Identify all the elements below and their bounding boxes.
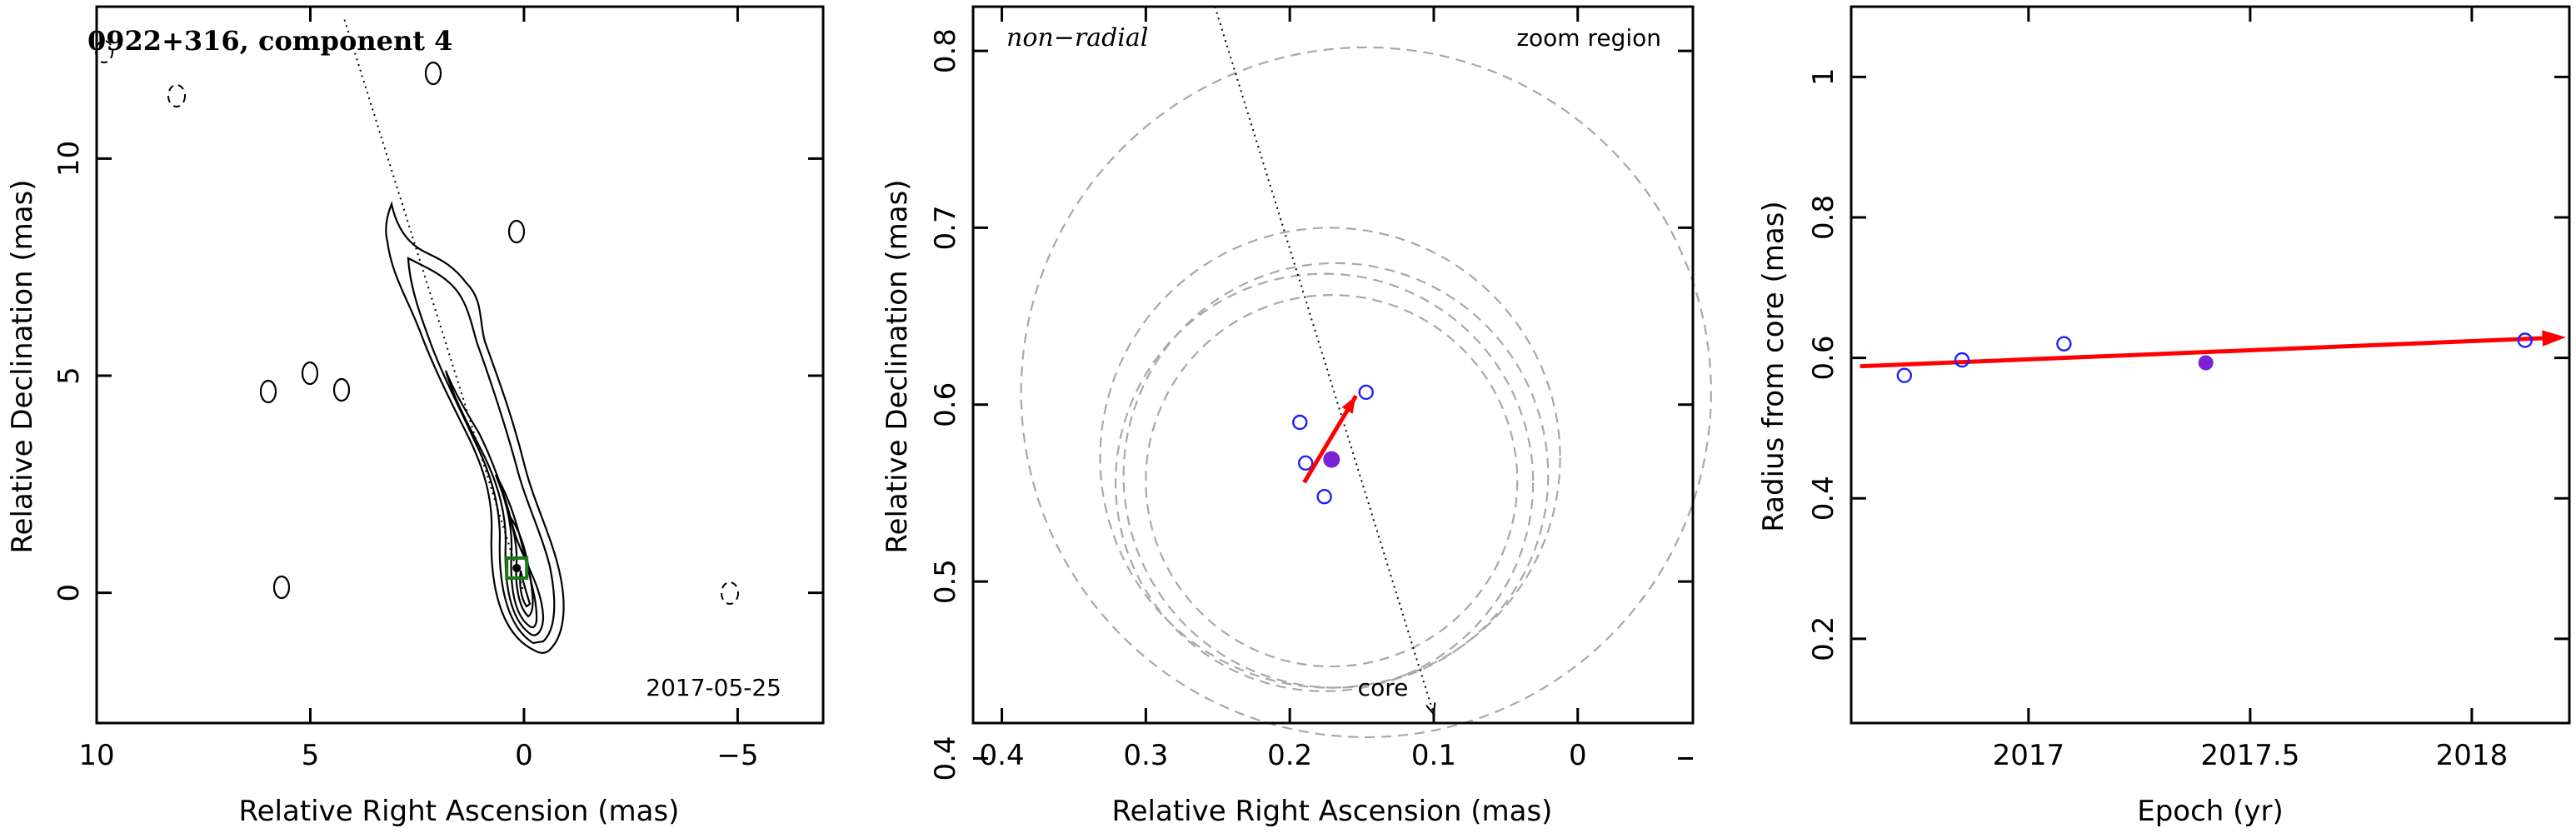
mean-radius-point [2198,355,2214,371]
epoch-position-point [1316,488,1332,505]
y-tick-label: 0.2 [1807,616,1840,661]
x-tick-label: 2018 [2436,739,2509,772]
isolated-contour [272,575,291,600]
negative-contour [167,84,186,107]
component-marker-box [505,556,529,580]
panel2-ylabel: Relative Declination (mas) [881,179,914,553]
panel1-ylabel: Relative Declination (mas) [6,179,39,553]
y-tick-label: 0.8 [1807,195,1840,240]
radius-point [2056,336,2072,352]
axis-frame [95,5,825,725]
epoch-position-point [1292,414,1308,431]
panel1-xlabel: Relative Right Ascension (mas) [239,795,680,828]
y-tick-label: 10 [52,141,86,177]
epoch-annotation: 2017-05-25 [646,674,781,701]
zoom-region-annotation: zoom region [1516,24,1661,52]
isolated-contour [259,379,277,404]
panel2-xlabel: Relative Right Ascension (mas) [1112,795,1553,828]
negative-contour [95,40,113,63]
isolated-contour [424,61,442,86]
error-circle [1099,227,1561,689]
radius-point [1954,352,1970,368]
x-tick-label: 0.1 [1411,739,1456,772]
x-tick-label: 0.4 [980,739,1025,772]
x-tick-label: 0 [1569,739,1587,772]
x-tick-label: −5 [716,739,758,772]
panel2-title: non−radial [1006,23,1148,52]
panel3-ylabel: Radius from core (mas) [1757,201,1790,531]
error-circle [1145,294,1519,668]
contour-level-2 [407,257,556,645]
x-tick-label: 2017.5 [2200,739,2299,772]
epoch-position-point [1297,455,1314,471]
negative-contour [721,581,739,605]
contour-level-5 [508,516,534,618]
epoch-position-point [1358,384,1374,401]
y-tick-label: 5 [52,367,86,385]
error-circle [1020,46,1712,739]
x-tick-label: 0 [515,739,533,772]
jet-axis-to-core [1214,6,1435,715]
core-label: core [1358,674,1409,701]
contour-lines [95,19,739,654]
y-tick-label: 0 [52,584,86,602]
x-tick-label: 2017 [1993,739,2065,772]
error-circle [1122,262,1550,689]
panel1-axes: 10 5 0 −5 0 5 10 [52,5,825,772]
x-tick-label: 10 [78,739,114,772]
motion-vector-arrowhead [1341,396,1356,414]
mean-position-point [1323,451,1340,468]
x-tick-label: 5 [302,739,320,772]
contour-level-3 [444,370,545,636]
radius-epoch-panel: 2017 2017.5 2018 0.2 0.4 0.6 0.8 1 Epoch (yr) R… [1757,5,2571,828]
contour-level-4 [494,474,538,629]
x-tick-label: 0.2 [1267,739,1312,772]
panel3-axes: 2017 2017.5 2018 0.2 0.4 0.6 0.8 1 [1807,5,2571,772]
y-tick-label: 0.8 [929,28,962,73]
y-tick-label: 0.7 [929,205,962,250]
y-tick-label: 0.5 [929,559,962,604]
axis-frame [971,5,1695,725]
y-tick-label: 0.4 [929,736,962,781]
jet-axis-line [343,19,525,593]
zoom-plot-area [1020,6,1712,739]
panel3-xlabel: Epoch (yr) [2137,795,2284,828]
contour-map-panel: 10 5 0 −5 0 5 10 0922+316, component 4 2017-05… [6,5,825,828]
radius-plot-area [1860,330,2566,383]
zoom-region-panel: 0.4 0.3 0.2 0.1 00.40.50.60.70.8 non−radial … [881,5,1712,828]
contour-level-6 [519,570,532,608]
radial-fit-line [1860,336,2545,369]
panel2-axes: 0.4 0.3 0.2 0.1 0 0.4 0.5 0.6 0.7 0.8 [929,5,1695,781]
y-tick-label: 0.4 [1807,476,1840,521]
radius-point [1896,367,1913,383]
error-circle [1114,272,1535,692]
isolated-contour [507,219,526,244]
y-tick-label: 1 [1807,67,1840,86]
x-tick-label: 0.3 [1123,739,1168,772]
panel1-title: 0922+316, component 4 [87,25,452,57]
contour-level-1 [385,201,565,654]
axis-frame [1850,5,2571,725]
radial-fit-arrowhead [2542,330,2566,347]
y-tick-label: 0.6 [1807,336,1840,381]
y-tick-label: 0.6 [929,382,962,427]
radius-point [2517,332,2533,348]
component-marker-dot [512,563,522,572]
isolated-contour [332,377,351,402]
isolated-contour [301,361,319,386]
